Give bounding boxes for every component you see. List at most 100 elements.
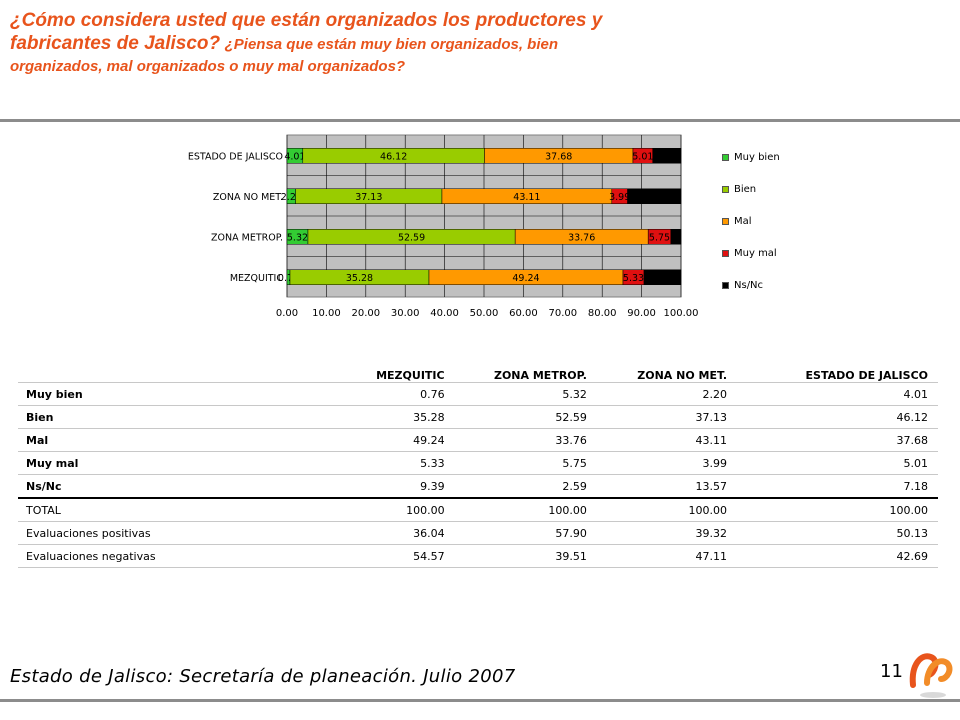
table-cell: 50.13 (737, 521, 938, 545)
table-row: Evaluaciones negativas 54.57 39.51 47.11 42.… (18, 544, 938, 568)
table-cell: 5.33 (202, 451, 455, 475)
table-row-label: Evaluaciones positivas (18, 521, 203, 545)
table-cell: 4.01 (737, 382, 938, 406)
data-label: 5.33 (623, 273, 644, 284)
bar-segment (670, 229, 682, 245)
legend-item: Bien (722, 184, 756, 196)
table-row: TOTAL 100.00 100.00 100.00 100.00 (18, 497, 938, 522)
page-number: 11 (880, 661, 903, 682)
legend-label: Mal (734, 216, 752, 227)
table-cell: 37.13 (596, 405, 738, 429)
data-label: 5.01 (632, 151, 653, 162)
legend-swatch (722, 185, 729, 193)
table-cell: 7.18 (737, 474, 938, 499)
data-label: 0.76 (278, 273, 299, 284)
table-cell: 5.01 (737, 451, 938, 475)
title-subquestion: ¿Piensa que están muy bien organizados, … (10, 36, 559, 75)
table-cell: 39.32 (596, 521, 738, 545)
category-label: ZONA NO MET. (213, 192, 283, 203)
data-label: 52.59 (398, 232, 425, 243)
x-tick-label: 90.00 (627, 308, 656, 319)
table-cell: 52.59 (454, 405, 597, 429)
table-cell: 43.11 (596, 428, 738, 452)
table-cell: 5.75 (454, 451, 597, 475)
legend-label: Muy mal (734, 248, 777, 259)
x-tick-label: 10.00 (312, 308, 341, 319)
table-cell: 2.20 (596, 382, 738, 406)
data-label: 35.28 (346, 273, 373, 284)
brand-swirl-logo-icon (909, 653, 953, 698)
table-cell: 54.57 (202, 544, 455, 568)
x-tick-label: 40.00 (430, 308, 459, 319)
legend-item: Muy bien (722, 152, 780, 164)
table-cell: 100.00 (737, 497, 938, 522)
table-row-label: Muy mal (18, 451, 203, 475)
table-row-label: Bien (18, 405, 203, 429)
table-cell: 46.12 (737, 405, 938, 429)
legend-item: Muy mal (722, 248, 777, 260)
category-label: ESTADO DE JALISCO (188, 151, 283, 162)
table-cell: 47.11 (596, 544, 738, 568)
stacked-bar-chart: 0.00 10.00 20.00 30.00 40.00 50.00 60.00 70.00 8… (188, 134, 699, 319)
table-row-label: Evaluaciones negativas (18, 544, 203, 568)
x-tick-label: 80.00 (588, 308, 617, 319)
table-row-label: TOTAL (18, 497, 203, 522)
top-divider (0, 119, 960, 122)
table-row-label: Muy bien (18, 382, 203, 406)
table-header-col: MEZQUITIC (202, 348, 455, 383)
data-label: 37.68 (545, 151, 572, 162)
table-cell: 37.68 (737, 428, 938, 452)
bar-segment (652, 148, 682, 164)
x-tick-label: 50.00 (470, 308, 499, 319)
data-label: 37.13 (355, 192, 382, 203)
data-label: 43.11 (513, 192, 540, 203)
table-header-col: ZONA METROP. (454, 348, 597, 383)
table-row: Evaluaciones positivas 36.04 57.90 39.32 50.… (18, 521, 938, 545)
table-cell: 100.00 (596, 497, 738, 522)
legend-item: Ns/Nc (722, 280, 763, 292)
table-cell: 100.00 (202, 497, 455, 522)
data-table: MEZQUITIC ZONA METROP. ZONA NO MET. ESTA… (18, 348, 938, 568)
x-tick-label: 20.00 (351, 308, 380, 319)
category-label: ZONA METROP. (211, 232, 283, 243)
data-label: 4.01 (284, 151, 305, 162)
x-tick-label: 0.00 (276, 308, 298, 319)
legend-label: Bien (734, 184, 757, 195)
data-label: 3.99 (609, 192, 630, 203)
category-label: MEZQUITIC (230, 273, 284, 284)
legend-swatch (722, 249, 729, 257)
table-header-row: MEZQUITIC ZONA METROP. ZONA NO MET. ESTA… (18, 348, 938, 383)
table-row-label: Ns/Nc (18, 474, 203, 499)
table-cell: 49.24 (202, 428, 455, 452)
bottom-divider (0, 699, 960, 702)
bar-segment (627, 188, 682, 204)
table-header-col: ESTADO DE JALISCO (737, 348, 938, 383)
table-cell: 13.57 (596, 474, 738, 499)
x-tick-label: 100.00 (664, 308, 699, 319)
table-row: Bien 35.28 52.59 37.13 46.12 (18, 405, 938, 429)
data-label: 49.24 (512, 273, 539, 284)
x-tick-label: 70.00 (548, 308, 577, 319)
table-cell: 100.00 (454, 497, 597, 522)
table-cell: 33.76 (454, 428, 597, 452)
x-tick-label: 60.00 (509, 308, 538, 319)
table-row: Mal 49.24 33.76 43.11 37.68 (18, 428, 938, 452)
table-header-empty (18, 348, 203, 383)
table-header-col: ZONA NO MET. (596, 348, 738, 383)
bar-segment (643, 269, 682, 285)
table-cell: 36.04 (202, 521, 455, 545)
x-tick-label: 30.00 (391, 308, 420, 319)
table-cell: 57.90 (454, 521, 597, 545)
data-label: 2.20 (281, 192, 302, 203)
legend-label: Muy bien (734, 152, 780, 163)
table-cell: 9.39 (202, 474, 455, 499)
table-cell: 3.99 (596, 451, 738, 475)
source-note: Estado de Jalisco: Secretaría de planeac… (10, 666, 516, 687)
legend-swatch (722, 281, 729, 289)
table-row: Ns/Nc 9.39 2.59 13.57 7.18 (18, 474, 938, 499)
legend-item: Mal (722, 216, 752, 228)
data-label: 46.12 (380, 151, 407, 162)
table-cell: 5.32 (454, 382, 597, 406)
table-row-label: Mal (18, 428, 203, 452)
data-label: 5.32 (287, 232, 308, 243)
